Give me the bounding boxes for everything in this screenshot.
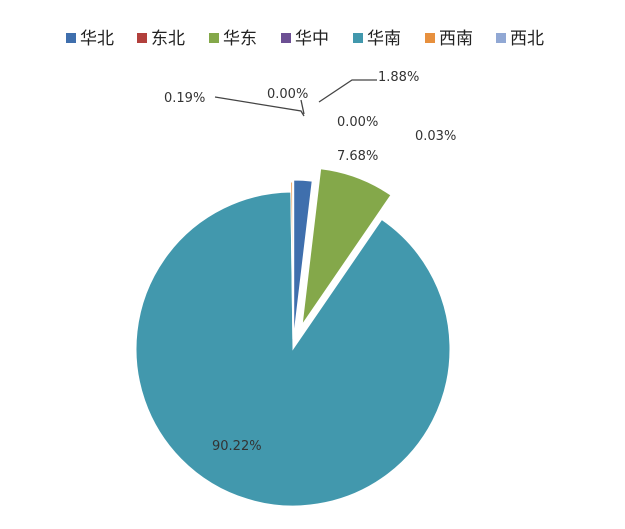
data-label-1: 1.88%: [378, 70, 419, 85]
data-label-2: 0.00%: [267, 87, 308, 102]
pie-slice-3: [301, 168, 392, 325]
data-label-3: 7.68%: [337, 149, 378, 164]
data-labels: 1.88% 0.00% 7.68% 0.00% 90.22% 0.19% 0.03%: [164, 70, 456, 454]
legend-swatch-1: [66, 33, 76, 43]
legend-swatch-2: [137, 33, 147, 43]
legend-swatch-4: [281, 33, 291, 43]
leader-line-1: [318, 79, 377, 103]
legend-swatch-7: [496, 33, 506, 43]
legend-swatch-6: [425, 33, 435, 43]
legend-label-7: 西北: [510, 29, 544, 49]
data-label-4: 0.00%: [337, 115, 378, 130]
pie-slices: [135, 168, 451, 507]
leader-lines: [214, 79, 377, 117]
legend-label-2: 东北: [151, 29, 185, 49]
leader-line-2: [214, 96, 305, 117]
leader-line-3: [300, 99, 305, 115]
legend-swatch-5: [353, 33, 363, 43]
legend: 华北 东北 华东 华中 华南 西南 西北: [66, 29, 544, 49]
data-label-5: 90.22%: [212, 439, 262, 454]
pie-slice-5: [135, 191, 451, 507]
legend-label-4: 华中: [295, 29, 329, 49]
legend-label-1: 华北: [80, 29, 114, 49]
legend-swatch-3: [209, 33, 219, 43]
legend-label-5: 华南: [367, 29, 401, 49]
data-label-7: 0.03%: [415, 129, 456, 144]
data-label-6: 0.19%: [164, 91, 205, 106]
legend-label-3: 华东: [223, 29, 257, 49]
legend-label-6: 西南: [439, 29, 473, 49]
pie-slice-1: [293, 179, 313, 338]
